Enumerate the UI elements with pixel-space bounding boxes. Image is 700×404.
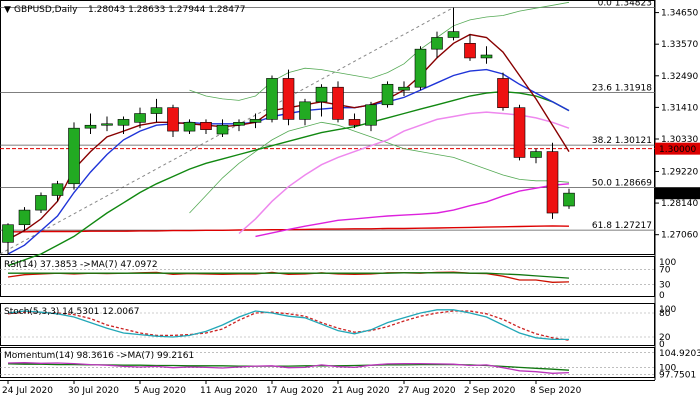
candle-body [51,183,64,196]
candle-body [233,122,245,126]
price-tick-label: 1.28140 [661,199,698,209]
indicator-tick-label: 100 [659,258,676,268]
indicator-series-line [7,309,569,341]
indicator-tick-label: 100 [659,364,676,374]
candle-body [480,54,493,59]
candle-body [299,101,311,120]
indicator-tick-label: 30 [659,281,671,291]
candle-body [563,192,575,207]
candle-body [530,151,542,158]
candle-body [216,124,229,135]
moving-average-line [7,90,570,267]
candle-body [332,86,344,120]
time-tick-label: 30 Jul 2020 [68,386,119,396]
time-tick-label: 21 Aug 2020 [332,386,390,396]
price-tick-label: 1.31410 [661,103,698,113]
candle-body [513,107,526,158]
level-price-box [655,142,700,155]
moving-average-line [7,33,570,241]
candle-body [84,124,97,129]
price-tick-label: 1.29220 [661,167,698,177]
candle-body [315,86,328,103]
candle-body [249,119,262,123]
indicator-tick-label: 80 [659,309,671,319]
time-tick-label: 5 Aug 2020 [134,386,186,396]
time-tick-label: 24 Jul 2020 [2,386,53,396]
indicator-tick-label: 0 [659,340,665,350]
symbol-label: GBPUSD,Daily [14,5,78,15]
price-tick-label: 1.27060 [661,231,698,241]
indicator-label: Momentum(14) 98.3616 ->MA(7) 99.2161 [4,351,194,361]
time-tick-label: 17 Aug 2020 [266,386,324,396]
indicator-tick-label: 97.7501 [659,371,696,381]
candle-body [282,78,295,120]
price-tick-label: 1.34650 [661,9,698,19]
indicator-tick-label: 104.9203 [659,349,700,359]
indicator-tick-label: 100 [659,305,676,315]
indicator-series-line [8,272,570,279]
bollinger-upper-line [189,1,570,101]
level-price-label: 1.30000 [659,145,696,155]
candle-body [365,104,377,126]
candle-body [167,107,179,132]
candle-body [348,119,361,126]
time-tick-label: 2 Sep 2020 [464,386,516,396]
candle-body [101,123,113,126]
indicator-label: RSI(14) 37.3853 ->MA(7) 47.0972 [4,260,158,270]
price-tick-label: 1.30330 [661,135,698,145]
indicator-tick-label: 20 [659,333,671,343]
candle-body [134,113,146,123]
time-tick-label: 11 Aug 2020 [200,386,258,396]
indicator-tick-label: 0 [659,291,665,301]
header-arrow-icon: ▼ [4,5,11,15]
candle-body [414,48,427,88]
fib-level-label: 61.8 1.27217 [592,221,652,231]
bollinger-lower-line [189,121,570,214]
candle-body [68,127,80,185]
candle-body [398,86,410,91]
current-price-label: 1.28477 [659,190,696,200]
indicator-label: Stoch(5,3,3) 14.5301 12.0067 [4,307,139,317]
candle-body [18,209,31,226]
ohlc-label: 1.28043 1.28633 1.27944 1.28477 [88,5,245,15]
price-tick-label: 1.33570 [661,40,698,50]
labels-layer: 0.0 1.34823 23.6 1.31918 38.2 1.30121 50.0 … [2,0,700,396]
candle-body [546,151,559,214]
candle-body [2,224,14,243]
candle-body [464,43,476,59]
candle-body [381,83,394,106]
fib-level-label: 38.2 1.30121 [592,136,652,146]
fib-level-label: 50.0 1.28669 [592,179,652,189]
candle-body [431,37,443,50]
price-tick-label: 1.32490 [661,72,698,82]
candle-body [266,78,278,120]
indicator-series-line [7,310,570,341]
candle-body [497,78,509,108]
grid-layer [0,7,655,375]
time-tick-label: 8 Sep 2020 [530,386,582,396]
time-tick-label: 27 Aug 2020 [398,386,456,396]
candle-body [200,122,212,130]
current-price-box [655,187,700,200]
candle-body [183,122,196,132]
main-pane-frame [0,0,655,255]
candle-body [117,119,130,126]
fib-level-label: 0.0 1.34823 [598,0,652,9]
candle-body [150,107,163,114]
indicator-tick-label: 70 [659,265,671,275]
candle-body [447,31,460,38]
candles-layer [2,7,575,254]
indicator-series-line [7,362,570,374]
fib-level-label: 23.6 1.31918 [592,84,652,94]
moving-average-line [255,183,570,238]
right-axis-strip [655,0,700,400]
candle-body [35,195,47,211]
